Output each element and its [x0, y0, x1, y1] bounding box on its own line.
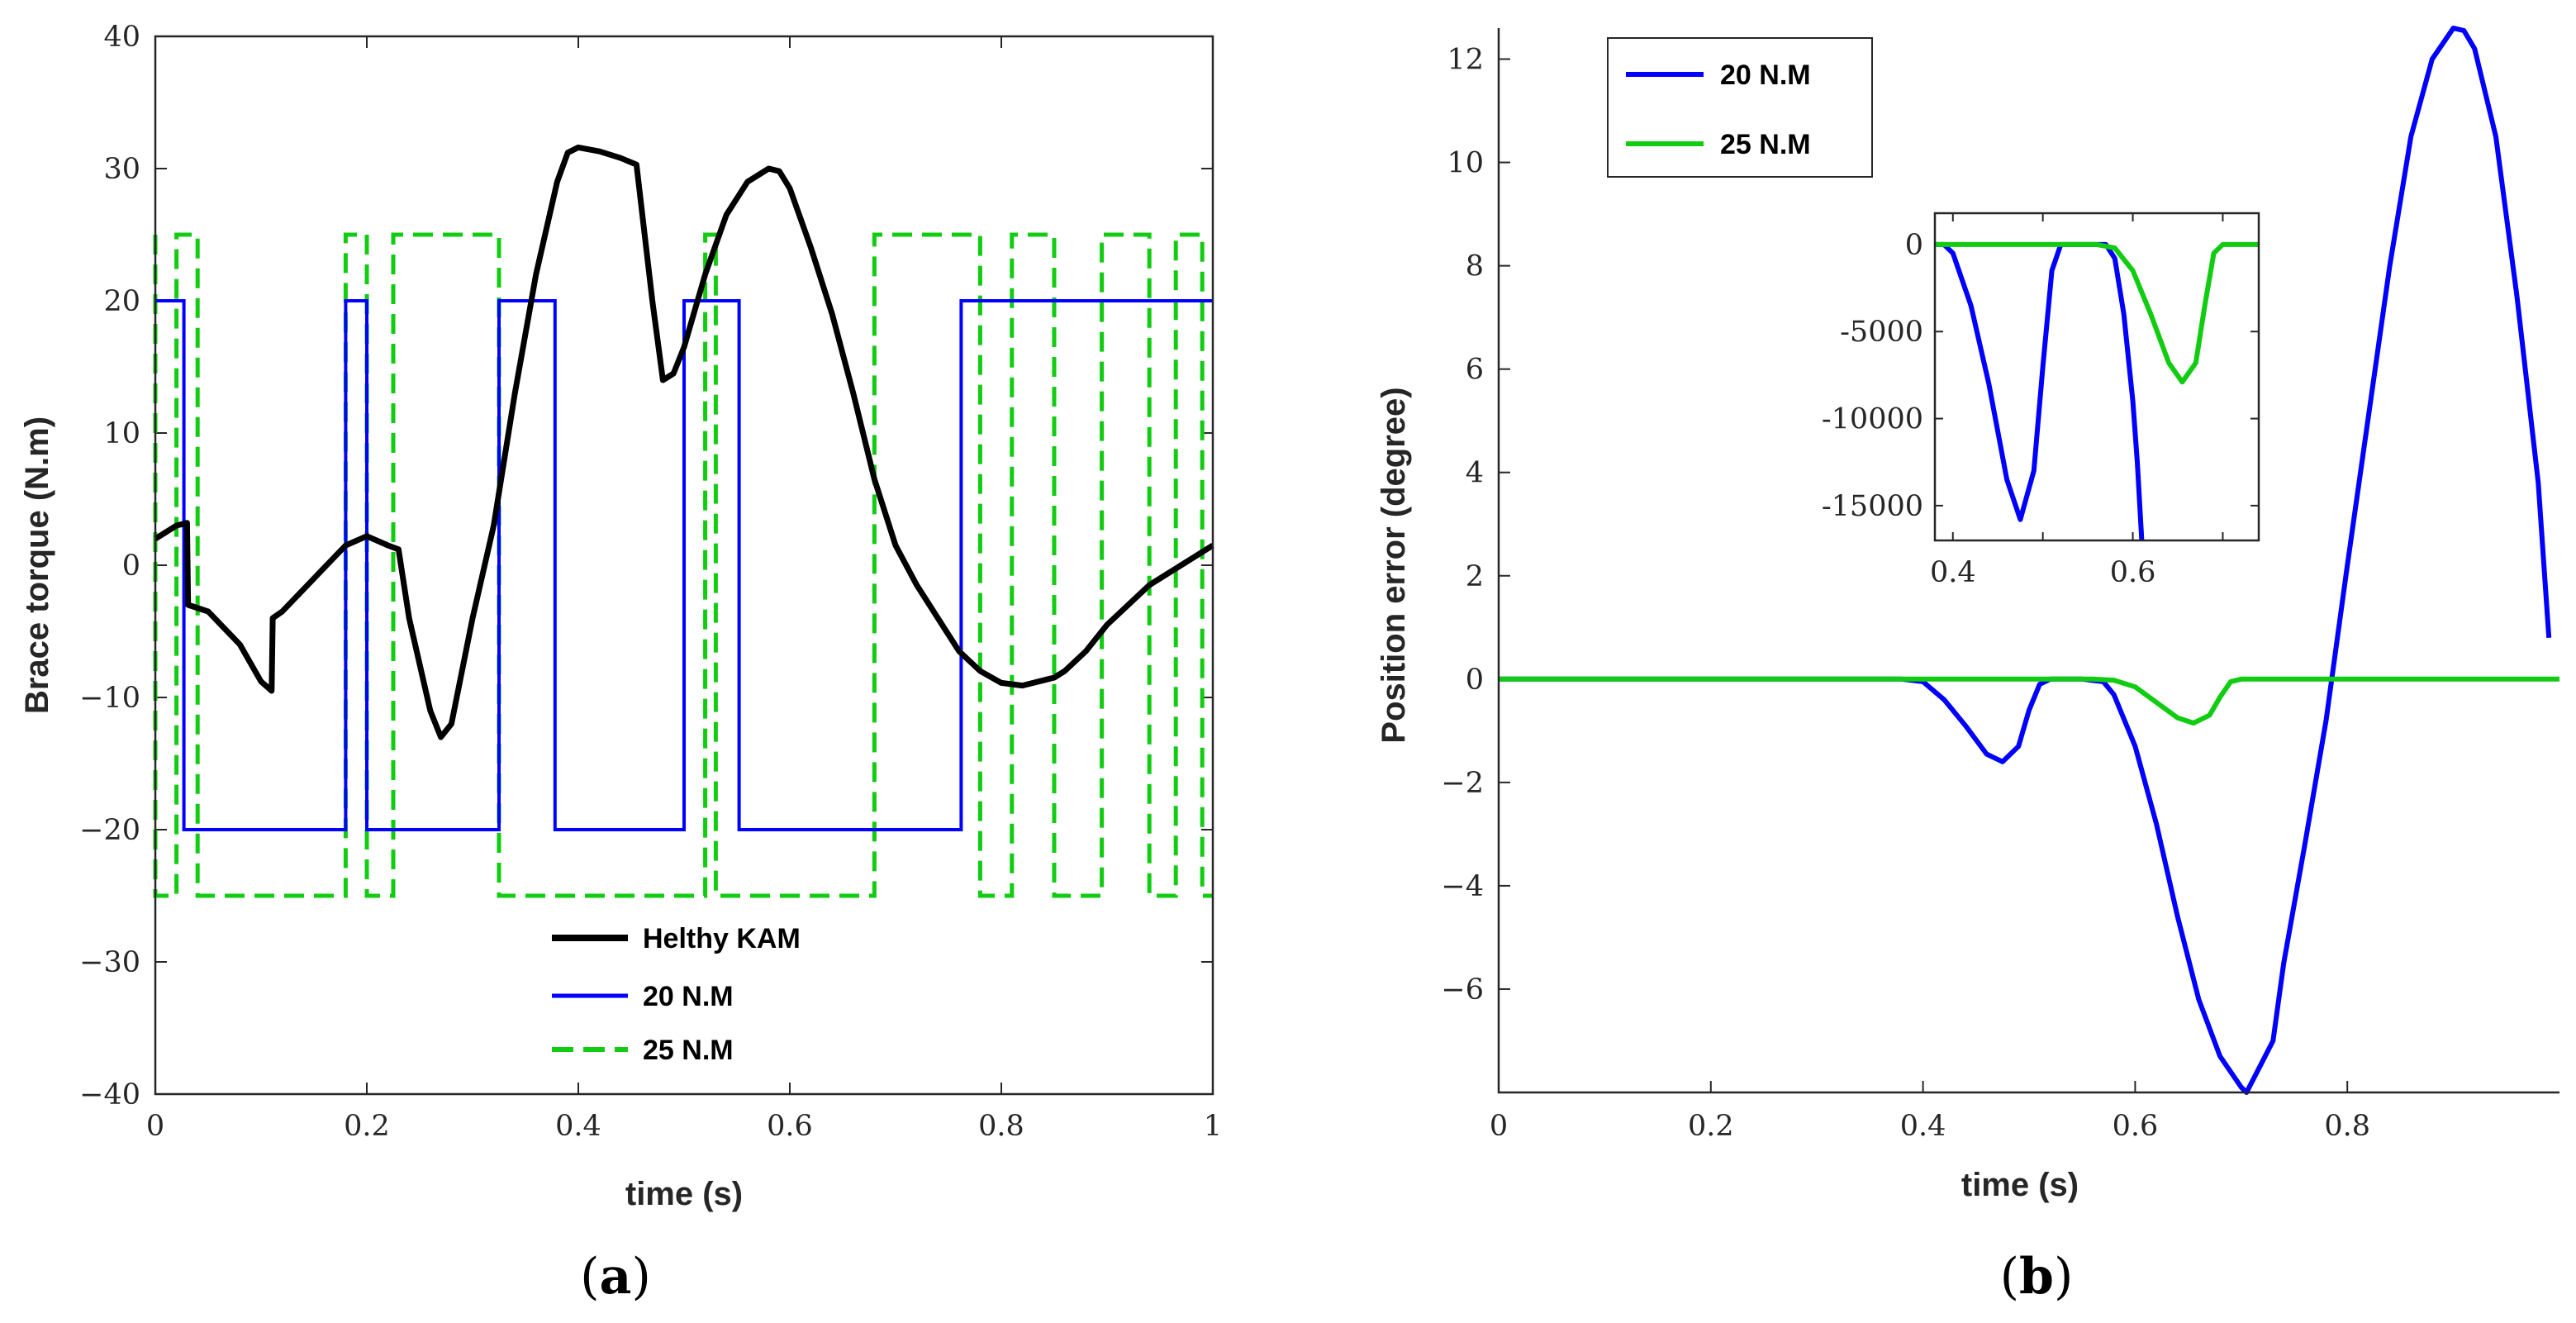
inset-ytick-label: -5000 — [1840, 316, 1923, 349]
inset-xtick-labels: 0.4 0.6 — [1930, 556, 2155, 589]
panel-a: 0 0.2 0.4 0.6 0.8 1 −40 −30 −20 −10 0 10 20 30 40 tim… — [19, 21, 1222, 1306]
series-b-25nm-line — [1499, 676, 2559, 726]
panel-a-ytick-label: −40 — [79, 1078, 140, 1111]
inset-axes-box — [1933, 212, 2260, 542]
panel-a-ytick-label: 40 — [103, 21, 140, 54]
panel-b: 0 0.2 0.4 0.6 0.8 −6 −4 −2 0 2 4 6 8 10 12 time (s) P… — [1376, 26, 2559, 1306]
series-20nm-line — [155, 299, 1213, 831]
panel-b-xlabel: time (s) — [1961, 1167, 2079, 1203]
panel-a-xtick-label: 1 — [1204, 1110, 1222, 1143]
panel-b-ytick-label: 0 — [1466, 664, 1484, 697]
panel-b-ytick-label: −6 — [1441, 973, 1484, 1007]
panel-a-ylabel: Brace torque (N.m) — [19, 416, 55, 714]
caption-a: (a) — [580, 1248, 651, 1306]
panel-b-ytick-label: 12 — [1447, 44, 1484, 77]
panel-a-legend: Helthy KAM 20 N.M 25 N.M — [552, 923, 801, 1066]
panel-b-ytick-label: −2 — [1441, 767, 1484, 800]
caption-b: (b) — [2000, 1248, 2074, 1306]
panel-b-xtick-label: 0 — [1490, 1110, 1508, 1143]
panel-b-inset: 0.4 0.6 -15000 -10000 -5000 0 — [1822, 212, 2260, 589]
panel-b-axes — [1497, 28, 2559, 1094]
panel-b-ytick-label: 6 — [1466, 354, 1484, 387]
panel-b-ytick-label: 8 — [1466, 250, 1484, 283]
panel-a-xtick-label: 0 — [146, 1110, 164, 1143]
panel-b-plot-area — [1499, 28, 2559, 1092]
panel-a-axes-box — [154, 35, 1214, 1096]
panel-a-xtick-labels: 0 0.2 0.4 0.6 0.8 1 — [146, 1110, 1222, 1143]
panel-b-xtick-label: 0.2 — [1688, 1110, 1734, 1143]
inset-ytick-label: -15000 — [1822, 490, 1923, 523]
panel-b-ytick-label: 4 — [1466, 457, 1484, 490]
panel-a-xlabel: time (s) — [625, 1176, 743, 1212]
panel-b-xtick-labels: 0 0.2 0.4 0.6 0.8 — [1490, 1110, 2370, 1143]
inset-20nm-line — [1935, 241, 2145, 540]
inset-xtick-label: 0.6 — [2110, 556, 2156, 589]
panel-a-ytick-label: 10 — [103, 417, 140, 450]
panel-a-series — [153, 144, 1214, 898]
panel-a-ytick-labels: −40 −30 −20 −10 0 10 20 30 40 — [79, 21, 140, 1111]
panel-b-legend: 20 N.M 25 N.M — [1607, 37, 1873, 178]
panel-a-ytick-label: 0 — [122, 550, 140, 583]
series-25nm-line — [153, 232, 1213, 898]
panel-a-ytick-label: 20 — [103, 285, 140, 318]
inset-xtick-label: 0.4 — [1930, 556, 1976, 589]
legend-b-box — [1607, 37, 1873, 178]
inset-25nm-line — [1935, 241, 2259, 385]
panel-b-ytick-label: −4 — [1441, 870, 1484, 903]
panel-b-ytick-labels: −6 −4 −2 0 2 4 6 8 10 12 — [1441, 44, 1484, 1007]
panel-a-xtick-label: 0.8 — [978, 1110, 1024, 1143]
panel-b-ytick-label: 2 — [1466, 560, 1484, 593]
legend-b-label-20: 20 N.M — [1720, 59, 1811, 91]
inset-ytick-label: -10000 — [1822, 403, 1923, 436]
panel-b-xtick-label: 0.4 — [1900, 1110, 1946, 1143]
legend-b-label-25: 25 N.M — [1720, 129, 1811, 160]
panel-b-xtick-label: 0.8 — [2324, 1110, 2370, 1143]
panel-a-xtick-label: 0.2 — [344, 1110, 390, 1143]
panel-a-xtick-label: 0.4 — [555, 1110, 601, 1143]
series-b-20nm-line — [1499, 26, 2552, 1095]
panel-b-ylabel: Position error (degree) — [1376, 387, 1412, 743]
panel-b-xtick-label: 0.6 — [2113, 1110, 2159, 1143]
panel-b-ytick-label: 10 — [1447, 147, 1484, 180]
legend-a-label-kam: Helthy KAM — [643, 923, 801, 954]
inset-ytick-label: 0 — [1905, 229, 1923, 262]
panel-a-ytick-label: −20 — [79, 814, 140, 847]
legend-a-label-20: 20 N.M — [643, 981, 734, 1012]
legend-a-label-25: 25 N.M — [643, 1035, 734, 1066]
inset-ytick-labels: -15000 -10000 -5000 0 — [1822, 229, 1923, 523]
panel-a-xtick-label: 0.6 — [767, 1110, 813, 1143]
panel-a-ytick-label: 30 — [103, 153, 140, 186]
series-helthy-kam-line — [154, 144, 1214, 740]
panel-a-ytick-label: −10 — [79, 682, 140, 715]
panel-a-ytick-label: −30 — [79, 946, 140, 979]
panel-b-series — [1499, 26, 2559, 1095]
inset-series — [1935, 241, 2259, 540]
